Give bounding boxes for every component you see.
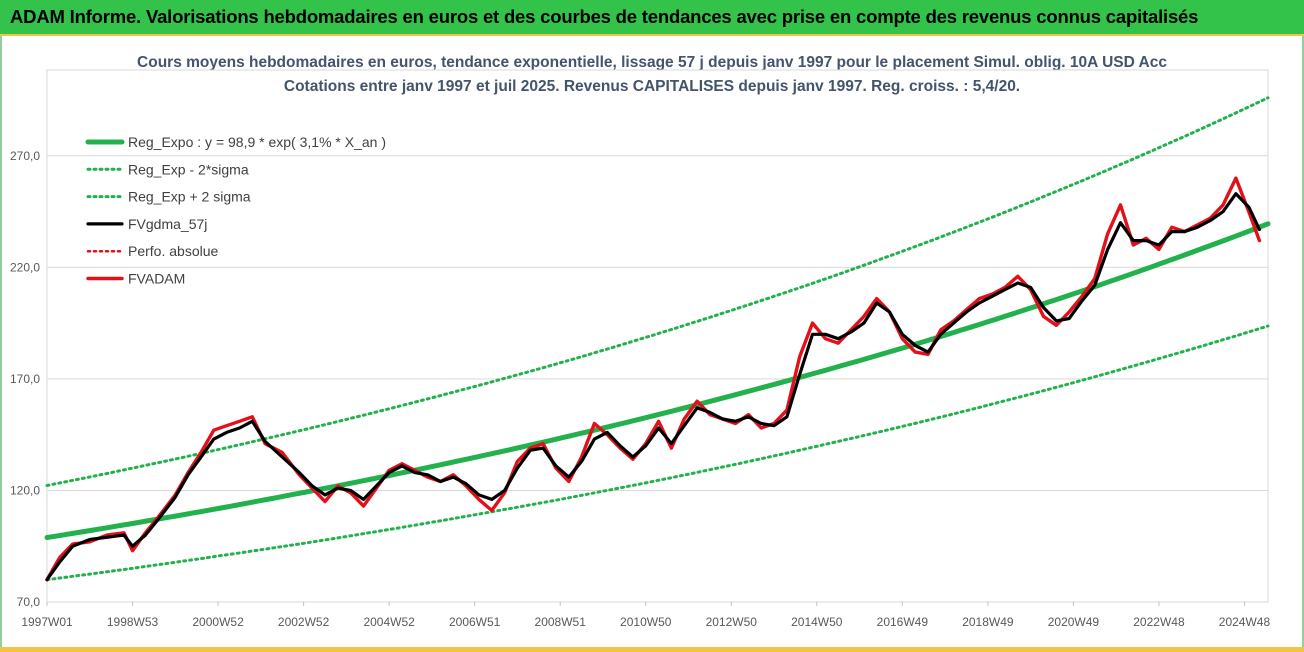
x-tick-label: 2016W49 bbox=[877, 615, 929, 629]
legend-label: Reg_Expo : y = 98,9 * exp( 3,1% * X_an ) bbox=[128, 134, 386, 150]
legend-label: Perfo. absolue bbox=[128, 243, 218, 259]
report-banner: ADAM Informe. Valorisations hebdomadaire… bbox=[0, 0, 1304, 36]
legend-label: FVgdma_57j bbox=[128, 216, 207, 232]
x-tick-label: 2012W50 bbox=[706, 615, 758, 629]
x-tick-label: 2018W49 bbox=[962, 615, 1014, 629]
y-tick-label: 270,0 bbox=[10, 149, 40, 163]
x-tick-label: 1997W01 bbox=[21, 615, 73, 629]
y-tick-label: 170,0 bbox=[10, 372, 40, 386]
series-line-2 bbox=[45, 96, 1270, 487]
y-tick-label: 70,0 bbox=[17, 595, 41, 609]
series-line-0 bbox=[44, 221, 1271, 540]
x-tick-label: 2004W52 bbox=[363, 615, 415, 629]
bottom-strip bbox=[0, 647, 1304, 652]
series-line-3 bbox=[45, 192, 1261, 582]
x-tick-label: 2020W49 bbox=[1048, 615, 1100, 629]
x-tick-label: 2022W48 bbox=[1133, 615, 1185, 629]
report-title: ADAM Informe. Valorisations hebdomadaire… bbox=[10, 6, 1199, 27]
plot-border bbox=[46, 69, 1269, 603]
legend-label: Reg_Exp + 2 sigma bbox=[128, 189, 251, 205]
x-tick-label: 2024W48 bbox=[1219, 615, 1271, 629]
chart-title-line-2: Cotations entre janv 1997 et juil 2025. … bbox=[283, 78, 1021, 95]
legend-label: Reg_Exp - 2*sigma bbox=[128, 161, 249, 177]
x-tick-label: 2006W51 bbox=[449, 615, 501, 629]
series-layer bbox=[44, 96, 1271, 582]
axis-layer: 70,0 120,0 170,0 220,0 270,0 1997W01 1998W53 20… bbox=[10, 149, 1271, 629]
y-tick-label: 220,0 bbox=[10, 260, 40, 274]
x-tick-label: 2008W51 bbox=[535, 615, 587, 629]
x-tick-label: 2014W50 bbox=[791, 615, 843, 629]
legend-label: FVADAM bbox=[128, 271, 185, 287]
y-tick-label: 120,0 bbox=[10, 483, 40, 497]
x-tick-label: 2000W52 bbox=[192, 615, 244, 629]
grid-layer bbox=[46, 69, 1269, 603]
legend: Reg_Expo : y = 98,9 * exp( 3,1% * X_an )… bbox=[85, 134, 386, 287]
x-tick-label: 2010W50 bbox=[620, 615, 672, 629]
x-tick-label: 1998W53 bbox=[107, 615, 159, 629]
series-line-1 bbox=[45, 324, 1270, 582]
x-tick-label: 2002W52 bbox=[278, 615, 330, 629]
chart-title-line-1: Cours moyens hebdomadaires en euros, ten… bbox=[137, 54, 1167, 71]
